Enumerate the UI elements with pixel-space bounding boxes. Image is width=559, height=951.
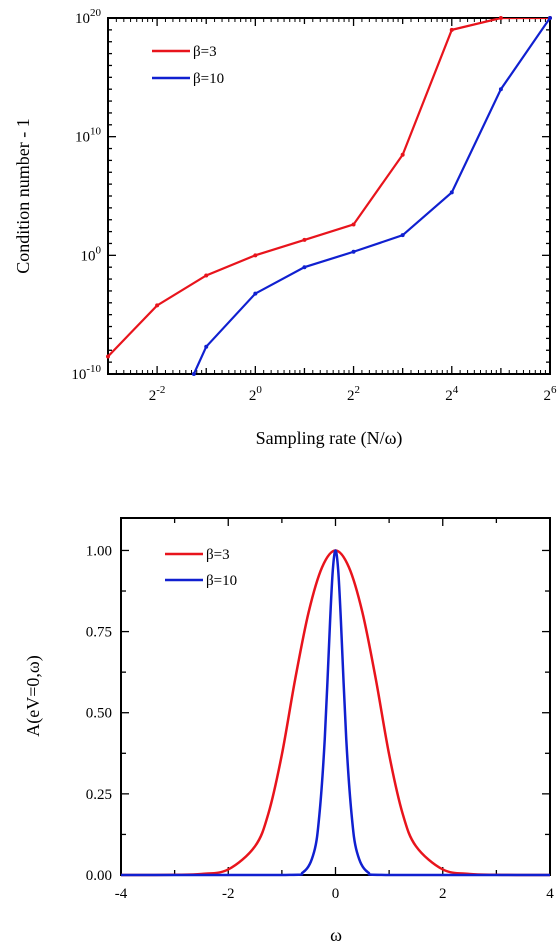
x-tick-label: 26 bbox=[544, 384, 558, 404]
chart-condition-number: 2-2 20 22 24 26 10-10 100 1010 1020 β=3 β=10 Sa… bbox=[13, 7, 557, 449]
y-tick-label: 1.00 bbox=[86, 543, 112, 559]
plot-frame-top bbox=[107, 17, 551, 375]
y-axis-label-top: Condition number - 1 bbox=[13, 118, 33, 274]
x-tick-labels-top: 2-2 20 22 24 26 bbox=[149, 384, 557, 404]
y-tick-labels-top: 10-10 100 1010 1020 bbox=[71, 7, 101, 383]
series-group-bottom bbox=[120, 549, 551, 877]
y-tick-label: 1020 bbox=[75, 7, 102, 27]
legend-label-beta10-top: β=10 bbox=[193, 71, 224, 87]
plot-frame-bottom bbox=[120, 517, 551, 876]
data-point-beta10-top bbox=[400, 233, 405, 238]
series-line-beta10-top bbox=[192, 18, 550, 374]
x-tick-label: 2-2 bbox=[149, 384, 166, 404]
legend-label-beta10-bottom: β=10 bbox=[206, 573, 237, 589]
y-tick-label: 1010 bbox=[75, 126, 102, 146]
x-axis-label-top: Sampling rate (N/ω) bbox=[256, 428, 403, 449]
data-point-beta10-top bbox=[449, 190, 454, 195]
legend-bottom: β=3 β=10 bbox=[165, 547, 237, 589]
data-point-beta10-top bbox=[204, 344, 209, 349]
x-tick-label: 22 bbox=[347, 384, 360, 404]
data-point-beta3-top bbox=[351, 222, 356, 227]
y-tick-label: 0.50 bbox=[86, 706, 112, 722]
data-point-beta10-top bbox=[302, 265, 307, 270]
series-line-beta3-bottom bbox=[120, 549, 551, 877]
series-group-top bbox=[106, 16, 552, 376]
data-point-beta3-top bbox=[498, 16, 503, 20]
x-tick-labels-bottom: -4 -2 0 2 4 bbox=[115, 886, 555, 902]
x-tick-label: -2 bbox=[222, 886, 235, 902]
data-point-beta10-top bbox=[548, 16, 552, 20]
series-line-beta10-bottom bbox=[120, 549, 551, 877]
data-point-beta10-top bbox=[351, 249, 356, 254]
data-point-beta3-top bbox=[204, 273, 209, 278]
y-tick-label: 10-10 bbox=[71, 363, 101, 383]
y-axis-label-bottom: A(eV=0,ω) bbox=[23, 655, 44, 736]
legend-top: β=3 β=10 bbox=[152, 44, 224, 87]
y-tick-label: 0.00 bbox=[86, 868, 112, 884]
legend-label-beta3-top: β=3 bbox=[193, 44, 217, 60]
y-tick-label: 0.25 bbox=[86, 787, 112, 803]
y-tick-label: 100 bbox=[81, 244, 102, 264]
series-line-beta3-top bbox=[108, 18, 550, 358]
x-tick-label: 4 bbox=[546, 886, 554, 902]
y-tick-labels-bottom: 0.00 0.25 0.50 0.75 1.00 bbox=[86, 543, 112, 884]
data-point-beta10-top bbox=[191, 372, 196, 376]
legend-label-beta3-bottom: β=3 bbox=[206, 547, 230, 563]
x-tick-label: 2 bbox=[439, 886, 447, 902]
x-tick-label: 24 bbox=[445, 384, 459, 404]
chart-spectral-function: -4 -2 0 2 4 0.000.250.500.751.00 β=3 β=10 ω … bbox=[23, 517, 555, 945]
data-point-beta10-top bbox=[253, 291, 258, 296]
data-point-beta3-top bbox=[106, 354, 110, 359]
data-point-beta3-top bbox=[155, 303, 160, 308]
x-tick-label: 0 bbox=[332, 886, 340, 902]
data-point-beta3-top bbox=[400, 152, 405, 157]
y-tick-label: 0.75 bbox=[86, 625, 112, 641]
x-tick-label: 20 bbox=[249, 384, 262, 404]
tick-marks-top bbox=[107, 17, 551, 375]
data-point-beta3-top bbox=[449, 27, 454, 32]
tick-marks-bottom bbox=[120, 518, 551, 876]
data-point-beta3-top bbox=[302, 237, 307, 242]
x-tick-label: -4 bbox=[115, 886, 128, 902]
x-axis-label-bottom: ω bbox=[330, 925, 342, 945]
data-point-beta10-top bbox=[498, 87, 503, 92]
data-point-beta3-top bbox=[253, 253, 258, 258]
